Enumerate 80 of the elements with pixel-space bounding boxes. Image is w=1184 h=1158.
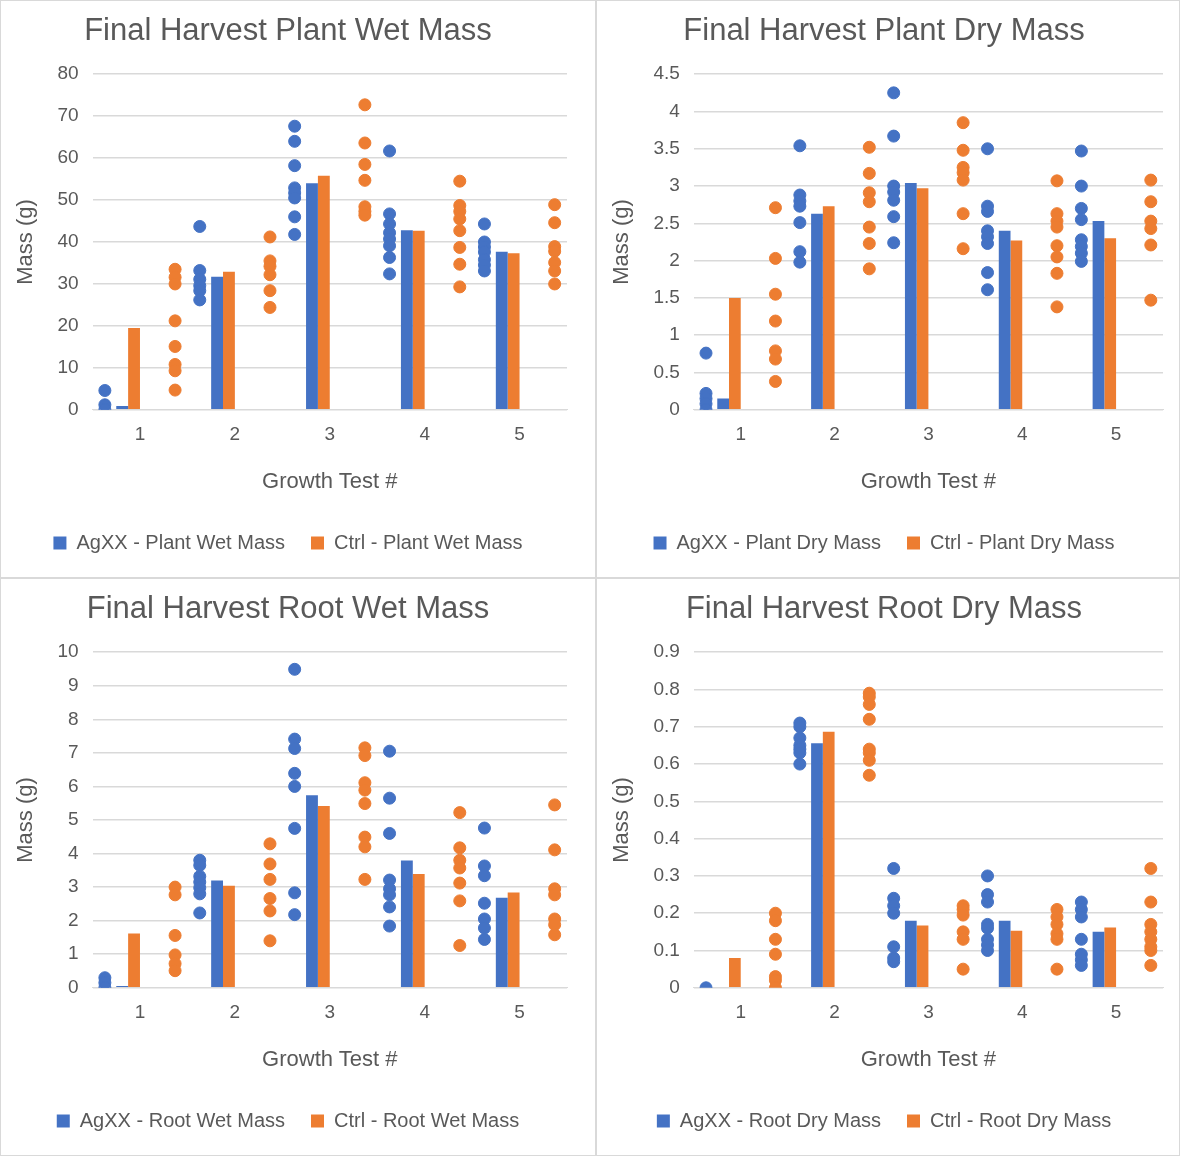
- y-tick-label: 2: [67, 908, 79, 930]
- y-tick-label: 0.7: [653, 715, 680, 737]
- x-tick-label: 1: [134, 1001, 146, 1023]
- y-tick-label: 0: [67, 398, 79, 420]
- x-tick-label: 2: [229, 1001, 241, 1023]
- y-tick-label: 0.4: [653, 826, 681, 848]
- x-axis-title: Growth Test #: [262, 467, 399, 493]
- y-tick-label: 1: [67, 942, 79, 964]
- x-tick-label: 5: [1110, 1001, 1122, 1023]
- y-tick-label: 5: [67, 808, 79, 830]
- y-tick-label: 40: [57, 230, 79, 252]
- chart-title: Final Harvest Plant Wet Mass: [84, 12, 492, 48]
- x-tick-label: 3: [324, 1001, 336, 1023]
- y-tick-label: 70: [57, 104, 79, 126]
- y-tick-label: 10: [57, 640, 79, 662]
- y-tick-label: 20: [57, 314, 79, 336]
- y-tick-label: 0: [67, 976, 79, 998]
- x-tick-label: 2: [829, 1001, 840, 1023]
- y-tick-label: 0.9: [653, 640, 680, 662]
- y-tick-label: 6: [67, 774, 79, 796]
- chart-title: Final Harvest Plant Dry Mass: [683, 12, 1085, 48]
- y-tick-label: 50: [57, 188, 79, 210]
- x-tick-label: 4: [419, 423, 431, 445]
- y-tick-label: 0.1: [653, 938, 680, 960]
- legend-label: AgXX - Plant Dry Mass: [676, 530, 882, 553]
- y-tick-label: 9: [67, 673, 79, 695]
- x-tick-label: 3: [923, 423, 934, 445]
- y-tick-label: 7: [67, 741, 79, 763]
- y-tick-label: 0.5: [653, 789, 680, 811]
- y-tick-label: 8: [67, 707, 79, 729]
- y-tick-label: 4.5: [653, 62, 680, 84]
- x-tick-label: 5: [1110, 423, 1122, 445]
- y-tick-label: 10: [57, 356, 79, 378]
- x-tick-label: 4: [1016, 1001, 1028, 1023]
- y-tick-label: 0: [669, 398, 680, 420]
- y-axis-title: Mass (g): [608, 777, 634, 863]
- y-tick-label: 0.2: [653, 901, 680, 923]
- legend-label: Ctrl - Plant Dry Mass: [930, 530, 1115, 553]
- y-axis-title: Mass (g): [12, 199, 38, 285]
- x-axis-title: Growth Test #: [860, 1045, 997, 1071]
- y-tick-label: 3: [669, 174, 680, 196]
- y-tick-label: 3: [67, 875, 79, 897]
- x-tick-label: 1: [134, 423, 146, 445]
- x-tick-label: 5: [514, 423, 525, 445]
- y-tick-label: 4: [67, 841, 79, 863]
- x-tick-label: 2: [829, 423, 840, 445]
- y-tick-label: 0.8: [653, 677, 680, 699]
- y-axis-title: Mass (g): [608, 199, 634, 285]
- y-tick-label: 30: [57, 272, 79, 294]
- legend-label: Ctrl - Root Wet Mass: [334, 1108, 520, 1131]
- y-tick-label: 0.6: [653, 752, 680, 774]
- y-tick-label: 0.3: [653, 864, 680, 886]
- x-tick-label: 1: [735, 423, 747, 445]
- y-tick-label: 60: [57, 146, 79, 168]
- x-axis-title: Growth Test #: [262, 1045, 399, 1071]
- y-tick-label: 4: [669, 99, 681, 121]
- y-tick-label: 2.5: [653, 211, 680, 233]
- x-tick-label: 2: [229, 423, 241, 445]
- chart-title: Final Harvest Root Wet Mass: [86, 590, 490, 626]
- y-tick-label: 0: [669, 976, 680, 998]
- legend-label: AgXX - Plant Wet Mass: [76, 530, 286, 553]
- legend-label: AgXX - Root Dry Mass: [679, 1108, 882, 1131]
- y-tick-label: 80: [57, 62, 79, 84]
- y-tick-label: 1.5: [653, 286, 680, 308]
- y-tick-label: 3.5: [653, 137, 680, 159]
- y-axis-title: Mass (g): [12, 777, 38, 863]
- x-tick-label: 1: [735, 1001, 747, 1023]
- x-tick-label: 5: [514, 1001, 525, 1023]
- chart-title: Final Harvest Root Dry Mass: [685, 590, 1083, 626]
- y-tick-label: 2: [669, 248, 680, 270]
- legend-label: Ctrl - Plant Wet Mass: [334, 530, 523, 553]
- y-tick-label: 1: [669, 323, 680, 345]
- x-tick-label: 4: [1016, 423, 1028, 445]
- x-tick-label: 3: [923, 1001, 934, 1023]
- legend-label: AgXX - Root Wet Mass: [79, 1108, 286, 1131]
- legend-label: Ctrl - Root Dry Mass: [930, 1108, 1112, 1131]
- x-tick-label: 4: [419, 1001, 431, 1023]
- x-tick-label: 3: [324, 423, 336, 445]
- x-axis-title: Growth Test #: [860, 467, 997, 493]
- y-tick-label: 0.5: [653, 360, 680, 382]
